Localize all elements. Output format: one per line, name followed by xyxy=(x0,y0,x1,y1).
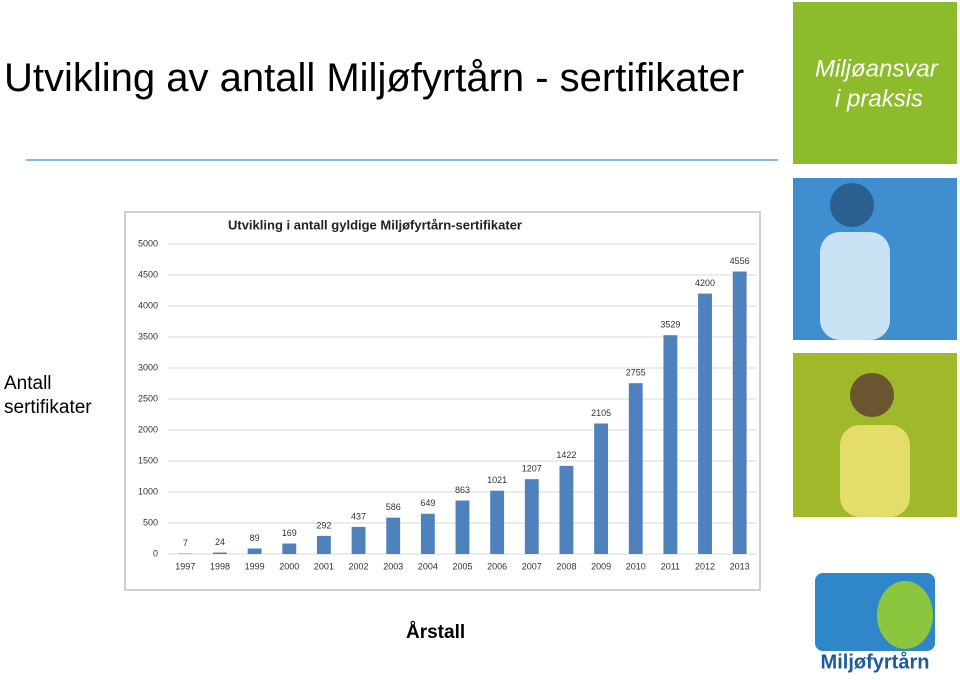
y-tick-label: 5000 xyxy=(138,238,158,248)
bar xyxy=(455,500,470,554)
data-label: 292 xyxy=(316,520,331,530)
x-tick-label: 2012 xyxy=(695,561,715,571)
x-tick-label: 2008 xyxy=(556,561,576,571)
bar xyxy=(420,513,435,554)
bar xyxy=(351,526,366,554)
data-label: 24 xyxy=(215,537,225,547)
tagline-panel xyxy=(793,2,957,164)
bar xyxy=(663,335,678,554)
logo-leaf xyxy=(877,581,933,649)
data-label: 649 xyxy=(420,498,435,508)
x-tick-label: 2003 xyxy=(383,561,403,571)
y-tick-label: 4000 xyxy=(138,300,158,310)
x-tick-label: 1999 xyxy=(245,561,265,571)
tagline: i praksis xyxy=(835,85,923,112)
data-label: 4200 xyxy=(695,278,715,288)
bar xyxy=(628,383,643,554)
data-label: 1021 xyxy=(487,475,507,485)
data-label: 586 xyxy=(386,502,401,512)
x-tick-label: 2004 xyxy=(418,561,438,571)
bar xyxy=(732,271,747,554)
x-tick-label: 2006 xyxy=(487,561,507,571)
bar xyxy=(282,543,297,554)
bar xyxy=(490,490,505,554)
y-tick-label: 4500 xyxy=(138,269,158,279)
y-tick-label: 2000 xyxy=(138,424,158,434)
x-tick-label: 2010 xyxy=(626,561,646,571)
bar xyxy=(524,479,539,554)
y-tick-label: 1000 xyxy=(138,486,158,496)
bar xyxy=(386,517,401,554)
logo-text: Miljøfyrtårn xyxy=(821,650,930,673)
y-tick-label: 0 xyxy=(153,548,158,558)
bar xyxy=(213,552,227,554)
photo-figure xyxy=(830,183,874,227)
x-tick-label: 2001 xyxy=(314,561,334,571)
x-axis-label: Årstall xyxy=(406,622,466,643)
x-tick-label: 1997 xyxy=(175,561,195,571)
data-label: 4556 xyxy=(730,256,750,266)
y-tick-label: 1500 xyxy=(138,455,158,465)
photo-figure xyxy=(850,373,894,417)
x-tick-label: 2002 xyxy=(349,561,369,571)
bar xyxy=(559,465,574,554)
y-tick-label: 3500 xyxy=(138,331,158,341)
bar xyxy=(247,548,262,554)
photo-figure xyxy=(840,425,910,517)
tagline: Miljøansvar xyxy=(815,55,939,82)
y-tick-label: 500 xyxy=(143,517,158,527)
data-label: 2755 xyxy=(626,368,646,378)
data-label: 437 xyxy=(351,511,366,521)
data-label: 89 xyxy=(250,533,260,543)
x-tick-label: 2013 xyxy=(730,561,750,571)
data-label: 3529 xyxy=(660,320,680,330)
x-tick-label: 2005 xyxy=(452,561,472,571)
chart-title: Utvikling i antall gyldige Miljøfyrtårn-… xyxy=(228,217,522,232)
data-label: 2105 xyxy=(591,408,611,418)
y-axis-label: Antall sertifikater xyxy=(4,373,92,418)
x-tick-label: 2011 xyxy=(661,561,680,571)
bar xyxy=(316,535,331,554)
slide-title: Utvikling av antall Miljøfyrtårn - serti… xyxy=(4,56,745,100)
x-tick-label: 2000 xyxy=(279,561,299,571)
x-tick-label: 2007 xyxy=(522,561,542,571)
bar xyxy=(698,293,712,554)
bar xyxy=(594,423,609,554)
data-label: 7 xyxy=(183,538,188,548)
photo-figure xyxy=(820,232,890,340)
y-tick-label: 3000 xyxy=(138,362,158,372)
x-tick-label: 1998 xyxy=(210,561,230,571)
data-label: 169 xyxy=(282,528,297,538)
y-tick-label: 2500 xyxy=(138,393,158,403)
data-label: 863 xyxy=(455,485,470,495)
data-label: 1422 xyxy=(556,450,576,460)
x-tick-label: 2009 xyxy=(591,561,611,571)
data-label: 1207 xyxy=(522,464,542,474)
